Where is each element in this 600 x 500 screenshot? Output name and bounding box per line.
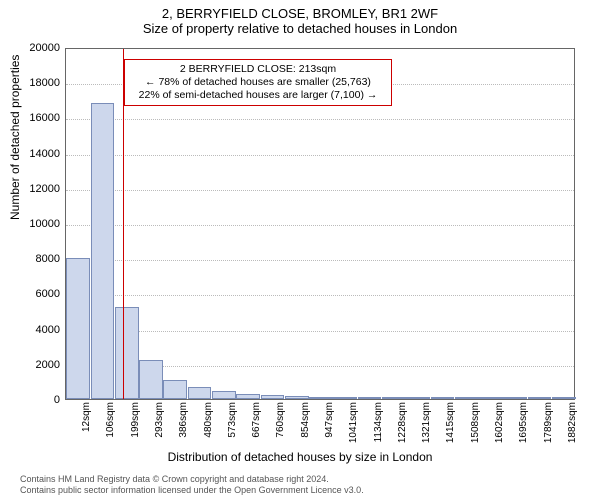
histogram-bar <box>91 103 115 399</box>
x-tick-label: 293sqm <box>154 402 165 442</box>
histogram-bar <box>261 395 285 399</box>
histogram-bar <box>115 307 139 399</box>
x-tick-label: 386sqm <box>178 402 189 442</box>
histogram-bar <box>212 391 236 399</box>
histogram-bar <box>455 397 479 399</box>
histogram-bar <box>382 397 406 399</box>
histogram-bar <box>406 397 430 399</box>
histogram-bar <box>163 380 187 399</box>
histogram-bar <box>285 396 309 399</box>
y-tick-label: 20000 <box>10 42 60 54</box>
x-tick-label: 1041sqm <box>348 402 359 442</box>
x-tick-label: 199sqm <box>130 402 141 442</box>
histogram-bar <box>479 397 503 399</box>
histogram-bar <box>358 397 382 399</box>
x-tick-label: 573sqm <box>227 402 238 442</box>
title-line-2: Size of property relative to detached ho… <box>0 21 600 36</box>
y-tick-label: 12000 <box>10 183 60 195</box>
x-tick-label: 12sqm <box>81 402 92 442</box>
y-tick-label: 4000 <box>10 324 60 336</box>
gridline <box>66 260 574 261</box>
histogram-bar <box>552 397 576 399</box>
chart-title: 2, BERRYFIELD CLOSE, BROMLEY, BR1 2WF Si… <box>0 0 600 36</box>
y-tick-label: 2000 <box>10 359 60 371</box>
y-tick-label: 6000 <box>10 288 60 300</box>
x-tick-label: 1695sqm <box>518 402 529 442</box>
annotation-box: 2 BERRYFIELD CLOSE: 213sqm ← 78% of deta… <box>124 59 392 106</box>
y-tick-label: 18000 <box>10 77 60 89</box>
y-tick-label: 14000 <box>10 148 60 160</box>
chart-plot-area: 2 BERRYFIELD CLOSE: 213sqm ← 78% of deta… <box>65 48 575 400</box>
gridline <box>66 190 574 191</box>
x-tick-label: 1321sqm <box>421 402 432 442</box>
x-axis-label: Distribution of detached houses by size … <box>0 450 600 464</box>
gridline <box>66 295 574 296</box>
x-tick-label: 854sqm <box>300 402 311 442</box>
footer-line-1: Contains HM Land Registry data © Crown c… <box>20 474 590 485</box>
x-tick-label: 106sqm <box>105 402 116 442</box>
footer-line-2: Contains public sector information licen… <box>20 485 590 496</box>
histogram-bar <box>66 258 90 399</box>
x-tick-label: 480sqm <box>203 402 214 442</box>
x-tick-label: 1134sqm <box>373 402 384 442</box>
x-tick-label: 1602sqm <box>494 402 505 442</box>
gridline <box>66 155 574 156</box>
histogram-bar <box>333 397 357 399</box>
x-tick-label: 1882sqm <box>567 402 578 442</box>
histogram-bar <box>431 397 455 399</box>
x-tick-label: 667sqm <box>251 402 262 442</box>
annotation-line-2: ← 78% of detached houses are smaller (25… <box>131 76 385 89</box>
histogram-bar <box>528 397 552 399</box>
histogram-bar <box>309 397 333 399</box>
gridline <box>66 225 574 226</box>
histogram-bar <box>236 394 260 399</box>
histogram-bar <box>139 360 163 399</box>
x-tick-label: 1415sqm <box>445 402 456 442</box>
x-tick-label: 1508sqm <box>470 402 481 442</box>
x-tick-label: 760sqm <box>275 402 286 442</box>
histogram-bar <box>188 387 212 399</box>
annotation-line-1: 2 BERRYFIELD CLOSE: 213sqm <box>131 63 385 76</box>
title-line-1: 2, BERRYFIELD CLOSE, BROMLEY, BR1 2WF <box>0 6 600 21</box>
x-tick-label: 1789sqm <box>543 402 554 442</box>
gridline <box>66 119 574 120</box>
histogram-bar <box>503 397 527 399</box>
x-tick-label: 1228sqm <box>397 402 408 442</box>
x-tick-label: 947sqm <box>324 402 335 442</box>
y-tick-label: 10000 <box>10 218 60 230</box>
y-tick-label: 8000 <box>10 253 60 265</box>
footer-attribution: Contains HM Land Registry data © Crown c… <box>20 474 590 496</box>
annotation-line-3: 22% of semi-detached houses are larger (… <box>131 89 385 102</box>
y-tick-label: 16000 <box>10 112 60 124</box>
y-tick-label: 0 <box>10 394 60 406</box>
gridline <box>66 331 574 332</box>
